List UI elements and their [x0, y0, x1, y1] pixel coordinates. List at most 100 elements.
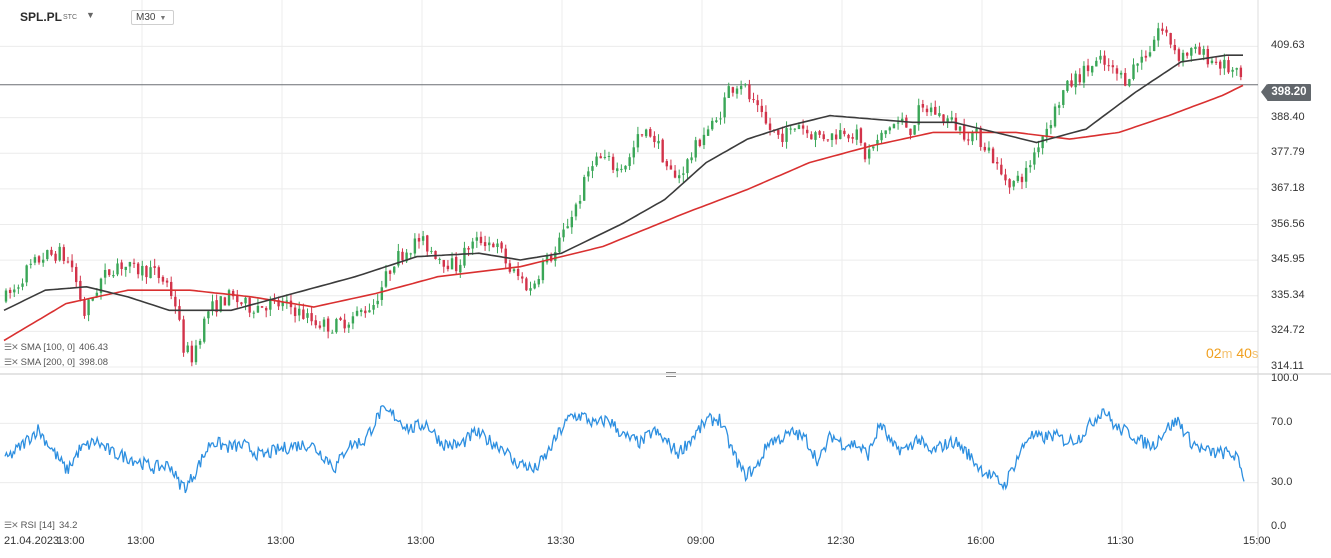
price-tick-label: 335.34 [1271, 288, 1305, 301]
candle-body [1157, 28, 1160, 41]
candle-body [182, 319, 185, 353]
candle-body [302, 309, 305, 319]
candle-body [426, 235, 429, 252]
candle-body [372, 305, 375, 310]
candle-body [1144, 55, 1148, 58]
candle-body [1169, 32, 1172, 45]
candle-body [723, 97, 726, 118]
candle-body [21, 283, 24, 287]
candle-body [715, 120, 718, 123]
candle-body [79, 280, 82, 300]
candle-body [29, 263, 32, 265]
candle-body [917, 105, 920, 125]
chart-toolbar: SPL.PL STC ▼ M30 ▼ [0, 0, 1331, 30]
candle-body [744, 84, 747, 86]
symbol-name[interactable]: SPL.PL [20, 10, 63, 24]
candle-body [719, 118, 722, 120]
candle-body [537, 279, 540, 285]
chart-grid [0, 0, 1258, 546]
candle-body [1008, 179, 1011, 188]
candle-body [1062, 90, 1065, 105]
candle-body [591, 166, 594, 171]
candle-body [1219, 61, 1222, 69]
candle-body [1181, 52, 1185, 62]
candle-body [413, 238, 417, 254]
candle-body [269, 299, 272, 310]
candle-body [967, 139, 970, 141]
candle-body [954, 117, 958, 131]
candle-body [409, 253, 412, 255]
time-tick-label: 16:00 [967, 535, 995, 547]
candle-body [863, 143, 867, 160]
candle-body [768, 123, 772, 130]
candle-body [388, 270, 392, 274]
candle-body [393, 266, 396, 273]
candle-body [1239, 67, 1243, 78]
pane-resize-handle[interactable] [666, 372, 676, 377]
candle-body [260, 306, 264, 308]
candle-body [1045, 128, 1048, 138]
candle-body [58, 246, 61, 261]
candle-body [801, 125, 805, 129]
candle-body [496, 243, 499, 248]
candle-body [120, 262, 123, 269]
candle-body [847, 134, 850, 139]
candle-body [397, 251, 400, 266]
candle-body [1024, 167, 1028, 182]
candle-body [165, 280, 169, 283]
candle-body [252, 312, 255, 314]
candle-body [777, 130, 780, 135]
candle-body [1020, 176, 1024, 183]
candle-body [83, 299, 86, 316]
candle-body [859, 128, 863, 143]
sma200-legend: ☰✕ SMA [200, 0] 398.08 [4, 357, 108, 368]
candle-body [1086, 65, 1090, 72]
candle-body [541, 261, 545, 281]
candle-body [103, 270, 107, 278]
candle-body [335, 319, 338, 333]
rsi-label: RSI [14] [20, 520, 55, 531]
candle-body [711, 120, 714, 130]
candle-body [368, 310, 371, 313]
rsi-line [4, 405, 1245, 494]
candle-body [1012, 180, 1015, 187]
candle-body [471, 241, 474, 249]
candlestick-series [4, 22, 1243, 367]
candle-body [1231, 69, 1234, 72]
timeframe-select[interactable]: M30 ▼ [131, 10, 174, 25]
candle-body [867, 149, 871, 159]
candle-body [1206, 49, 1210, 65]
symbol-dropdown-icon[interactable]: ▼ [86, 10, 95, 20]
candle-body [834, 134, 838, 140]
candle-body [653, 135, 656, 143]
candle-body [62, 247, 66, 261]
candle-body [665, 161, 668, 167]
sma100-label: SMA [100, 0] [20, 342, 76, 353]
settings-icon[interactable]: ☰✕ [4, 342, 19, 352]
candle-body [66, 261, 70, 263]
candle-body [442, 259, 445, 267]
price-tick-label: 345.95 [1271, 253, 1305, 266]
candle-body [797, 125, 801, 130]
candle-body [603, 156, 607, 158]
sma200-line [3, 84, 1244, 342]
candle-body [657, 140, 660, 144]
candle-body [281, 302, 284, 307]
rsi-tick-label: 0.0 [1271, 520, 1287, 532]
candle-body [1000, 164, 1003, 175]
price-tick-label: 377.79 [1271, 146, 1305, 159]
settings-icon[interactable]: ☰✕ [4, 520, 19, 530]
candle-body [789, 128, 792, 130]
candle-body [1223, 59, 1226, 69]
candle-body [851, 137, 854, 139]
candle-body [116, 263, 119, 275]
candle-body [1082, 65, 1086, 83]
candle-body [211, 301, 214, 311]
candle-body [359, 309, 363, 313]
settings-icon[interactable]: ☰✕ [4, 357, 19, 367]
candle-body [958, 126, 962, 131]
candle-body [339, 317, 342, 321]
candle-body [661, 139, 664, 163]
candle-body [1132, 64, 1135, 79]
